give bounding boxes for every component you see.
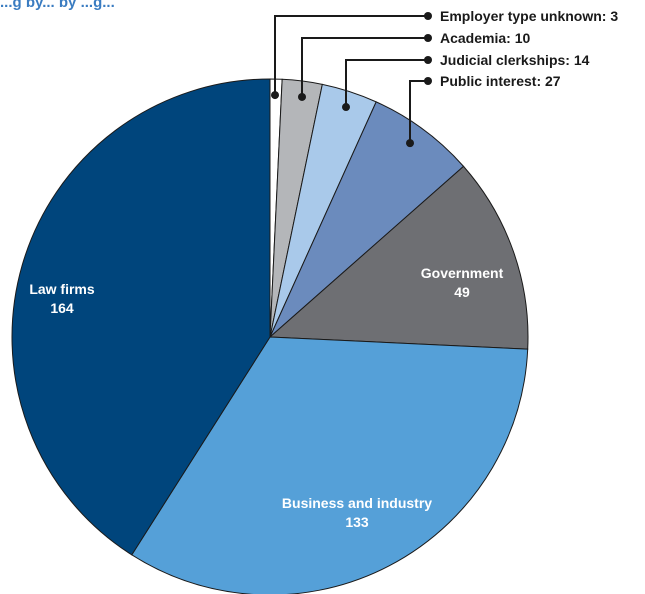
label-business-and-industry: Business and industry 133 bbox=[282, 495, 432, 530]
label-judicial-clerkships: Judicial clerkships: 14 bbox=[440, 52, 590, 68]
callout-dot-public-interest-end bbox=[424, 77, 432, 85]
callout-dot-judicial-clerkships-end bbox=[424, 56, 432, 64]
slice-business-and-industry bbox=[131, 336, 529, 594]
pie-slices bbox=[11, 78, 529, 594]
callout-line-academia bbox=[301, 37, 428, 97]
slice-law-firms bbox=[11, 78, 271, 556]
label-academia: Academia: 10 bbox=[440, 30, 530, 46]
label-public-interest: Public interest: 27 bbox=[440, 73, 561, 89]
callout-line-employer-type-unknown bbox=[274, 15, 428, 96]
slice-labels: Employer type unknown: 3 Academia: 10 Judi… bbox=[29, 8, 618, 530]
callout-dot-academia-start bbox=[298, 92, 306, 101]
callout-dot-employer-type-unknown-end bbox=[424, 12, 432, 20]
chart-header-fragment: ...g by... by ...g... bbox=[0, 0, 115, 11]
callout-dot-employer-type-unknown-start bbox=[271, 91, 279, 100]
label-employer-type-unknown: Employer type unknown: 3 bbox=[440, 8, 618, 24]
slice-public-interest bbox=[269, 101, 465, 338]
callout-lines bbox=[271, 12, 432, 148]
callout-dot-judicial-clerkships-start bbox=[342, 103, 350, 112]
label-law-firms: Law firms 164 bbox=[29, 281, 95, 316]
callout-line-judicial-clerkships bbox=[345, 59, 428, 108]
slice-government bbox=[268, 165, 529, 350]
label-government: Government 49 bbox=[421, 265, 504, 300]
callout-line-public-interest bbox=[409, 80, 428, 144]
callout-dot-public-interest-start bbox=[406, 139, 414, 148]
callout-dot-academia-end bbox=[424, 34, 432, 42]
